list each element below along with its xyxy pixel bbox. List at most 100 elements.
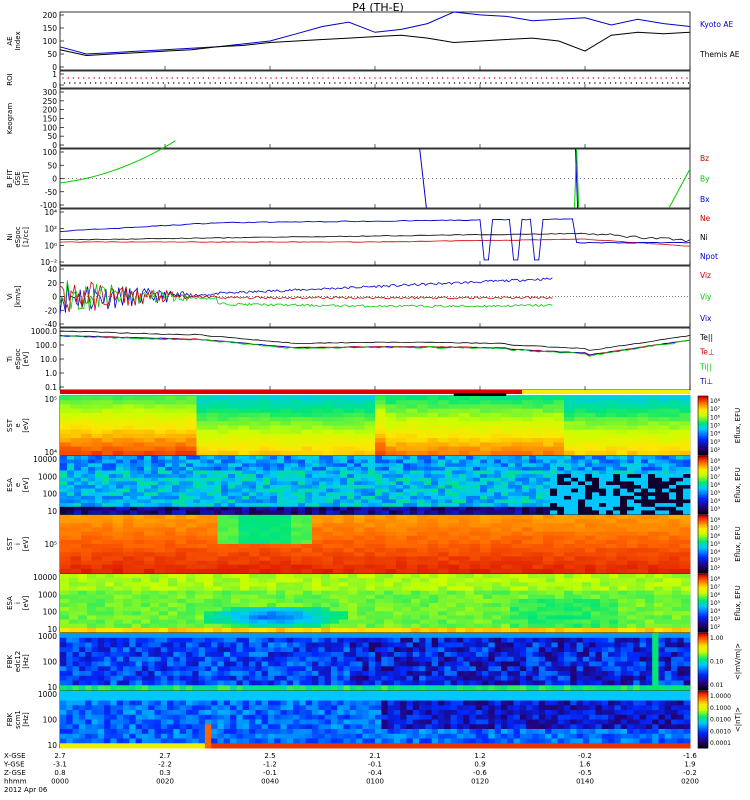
esa_e-cell [312, 488, 320, 493]
sst_e-cell [511, 429, 523, 435]
esa_e-cell [620, 470, 628, 475]
esa_i-cell [285, 594, 295, 600]
roi-dot [401, 82, 404, 84]
roi-ylabel-part: ROI [6, 73, 14, 85]
sst_i-cell [532, 544, 544, 549]
sst_e-cell [81, 450, 92, 456]
sst_e-cell [501, 438, 512, 443]
esa_e-cell [305, 485, 313, 489]
esa_e-cell [501, 488, 509, 493]
sst_i-cell [322, 519, 334, 524]
esa_i-cell [501, 574, 511, 579]
sst_i-cell [154, 544, 166, 549]
roi-dot [661, 82, 664, 84]
fbk_e-cell [66, 656, 73, 662]
esa_i-cell [312, 603, 322, 608]
esa_e-cell [382, 456, 390, 460]
sst_e-cell [291, 400, 302, 405]
roi-dot [178, 82, 180, 84]
sst_i-cell [270, 556, 281, 561]
esa_i-cell [303, 603, 313, 608]
sst_i-cell [585, 548, 596, 553]
sst_e-cell [364, 442, 376, 447]
esa_e-cell [95, 463, 103, 468]
esa_e-cell [529, 506, 537, 511]
sst_e-cell [658, 425, 670, 431]
esa_e-cell [508, 459, 516, 464]
sst_i-cell [522, 519, 533, 524]
sst_e-cell [606, 404, 617, 409]
esa_e-cell [529, 456, 537, 460]
esa_i-cell [375, 590, 385, 596]
fbk_e-cell [91, 675, 99, 681]
esa_e-cell [641, 488, 649, 493]
esa_e-colorbar-cell [698, 492, 708, 495]
esa_i-cell [420, 574, 430, 579]
esa_e-cell [438, 488, 446, 493]
esa_e-cell [417, 499, 425, 504]
esa_i-cell [177, 590, 187, 596]
sst_i-cell [616, 519, 628, 524]
esa_e-cell [277, 474, 285, 479]
esa_e-cell [417, 470, 425, 475]
roi-dot [240, 82, 242, 84]
esa_i-cell [510, 619, 520, 625]
esa_i-cell [663, 611, 673, 616]
esa_e-cell [312, 470, 320, 475]
esa_i-cell [564, 574, 574, 579]
sst_e-cell [637, 446, 649, 452]
esa_e-cell [333, 510, 341, 515]
sst_i-cell [343, 539, 355, 545]
sst_e-cell [354, 425, 365, 431]
sst_e-cell [637, 412, 649, 418]
esa_e-cell [606, 488, 614, 493]
sst_e-cell [627, 442, 638, 447]
esa_e-cell [375, 477, 383, 482]
sst_e-cell [606, 429, 617, 435]
sst_i-cell [417, 523, 428, 528]
esa_e-cell [326, 485, 334, 489]
esa_i-cell [339, 623, 349, 629]
esa_i-cell [456, 582, 466, 587]
esa_e-cell [179, 466, 187, 471]
sst_i-cell [501, 527, 512, 532]
esa_e-cell [522, 481, 530, 486]
esa_i-cell [501, 615, 511, 620]
esa_e-cell [613, 492, 621, 497]
fbk_e-cell [60, 666, 67, 672]
sst_i-cell [186, 560, 197, 566]
sst_i-cell [648, 560, 659, 566]
roi-dot [499, 77, 501, 79]
sst_i-cell [81, 552, 92, 557]
esa_i-cell [114, 627, 124, 633]
roi-dot [204, 82, 206, 84]
sst_i-cell [679, 568, 691, 574]
esa_e-cell [347, 495, 355, 500]
sst_i-cell [280, 560, 292, 566]
sst_e-cell [186, 408, 197, 414]
sst_i-colorbar-cell [698, 564, 708, 567]
sst_i-cell [144, 515, 155, 520]
esa_i-cell [636, 607, 646, 612]
esa_e-cell [200, 488, 208, 493]
sst_i-colorbar-cell [698, 542, 708, 545]
esa_e-cell [571, 456, 579, 460]
sst_e-cell [207, 404, 218, 409]
sst_i-cell [238, 527, 250, 532]
esa_e-cell [403, 466, 411, 471]
fbk_e-cell [129, 647, 136, 653]
sst_i-cell [396, 560, 407, 566]
esa_e-cell [634, 510, 642, 515]
sst_i-cell [385, 523, 397, 528]
esa_e-cell [256, 470, 264, 475]
sst_i-cell [270, 523, 281, 528]
esa_e-cell [95, 477, 103, 482]
sst_i-cell [291, 548, 302, 553]
sst_e-cell [606, 417, 617, 422]
sst_e-cell [238, 450, 250, 456]
sst_i-cell [238, 560, 250, 566]
esa_e-cell [137, 488, 145, 493]
sst_i-cell [228, 523, 239, 528]
esa_e-cell [389, 510, 397, 515]
esa_e-cell [620, 481, 628, 486]
